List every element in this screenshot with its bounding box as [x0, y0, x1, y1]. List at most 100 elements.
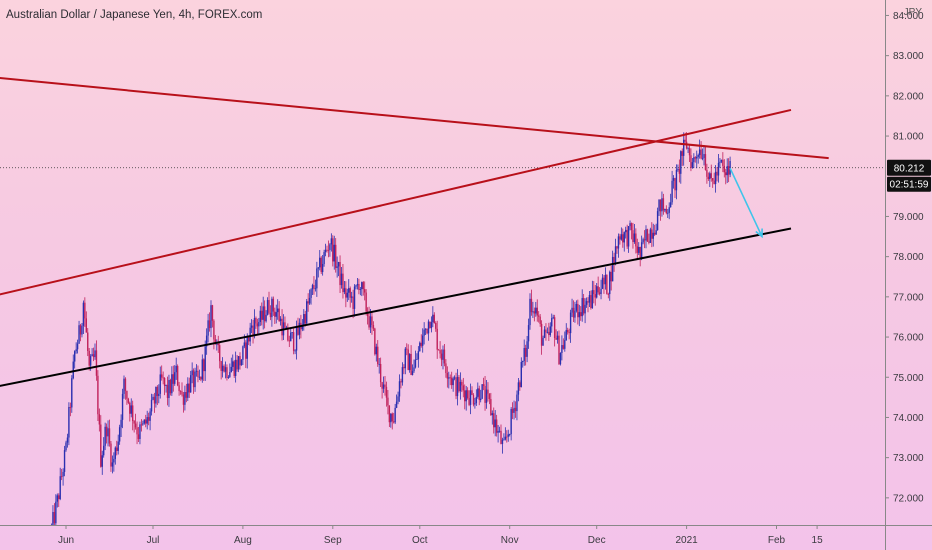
- candle-body: [725, 172, 727, 176]
- candle-body: [426, 328, 428, 334]
- candle-body: [397, 396, 399, 402]
- candle-body: [197, 370, 199, 378]
- candle-body: [152, 396, 154, 400]
- candle-body: [252, 325, 254, 335]
- candle-body: [555, 338, 557, 340]
- candle-body: [645, 229, 647, 241]
- candle-body: [123, 378, 125, 394]
- candle-body: [427, 321, 430, 334]
- candle-body: [524, 348, 527, 357]
- candle-body: [320, 257, 322, 273]
- candle-body: [664, 208, 666, 211]
- candle-body: [654, 232, 656, 235]
- candle-body: [219, 345, 221, 362]
- candle-body: [211, 305, 214, 321]
- candle-body: [120, 419, 122, 428]
- trendlines-group[interactable]: [0, 64, 829, 416]
- candle-body: [345, 288, 347, 298]
- candle-body: [413, 367, 415, 372]
- candle-body: [356, 284, 359, 286]
- candle-body: [700, 149, 702, 159]
- currency-unit: JPY: [903, 7, 922, 18]
- candle-body: [97, 375, 99, 415]
- candle-body: [116, 447, 118, 451]
- candle-body: [680, 151, 682, 174]
- candle-body: [642, 239, 644, 243]
- trendline-resistance-descending[interactable]: [0, 64, 829, 160]
- x-tick-label: 15: [812, 535, 824, 546]
- candle-body: [543, 329, 546, 338]
- countdown-badge: [887, 176, 931, 192]
- candle-body: [477, 388, 479, 397]
- trendline-support-ascending[interactable]: [0, 227, 792, 416]
- candle-body: [226, 367, 228, 378]
- candle-body: [411, 371, 414, 375]
- candle-body: [220, 361, 222, 371]
- candle-body: [142, 423, 144, 425]
- candle-body: [56, 495, 58, 502]
- candle-body: [459, 381, 462, 392]
- candle-body: [684, 139, 686, 142]
- candle-body: [217, 343, 219, 346]
- candle-body: [377, 346, 379, 365]
- candle-body: [598, 292, 601, 295]
- trendline-resistance-ascending[interactable]: [0, 108, 792, 329]
- y-tick-label: 77.000: [893, 292, 924, 303]
- forecast-arrow-head[interactable]: [755, 228, 763, 239]
- candle-body: [103, 445, 105, 456]
- candle-body: [275, 312, 277, 317]
- forecast-arrow-shaft[interactable]: [729, 167, 763, 237]
- candle-body: [368, 316, 370, 328]
- candle-body: [400, 381, 402, 383]
- candle-body: [390, 413, 392, 423]
- candle-body: [601, 277, 604, 289]
- candle-body: [179, 390, 182, 392]
- candle-body: [242, 346, 244, 360]
- candle-body: [332, 238, 334, 262]
- candle-body: [364, 289, 366, 293]
- candle-body: [614, 246, 617, 263]
- candle-body: [401, 367, 404, 383]
- candle-body: [319, 257, 321, 268]
- candle-body: [596, 286, 598, 298]
- candle-body: [94, 350, 96, 358]
- candle-body: [213, 320, 215, 340]
- candle-body: [314, 288, 317, 290]
- candle-body: [353, 286, 356, 309]
- candle-body: [462, 385, 464, 391]
- candle-body: [691, 162, 694, 168]
- candle-body: [137, 434, 140, 439]
- candle-body: [272, 298, 275, 312]
- candle-body: [279, 318, 282, 321]
- candle-body: [652, 232, 654, 239]
- candle-body: [194, 371, 196, 388]
- x-tick-label: Jul: [147, 535, 160, 546]
- candle-body: [155, 386, 157, 404]
- candle-body: [381, 382, 383, 389]
- y-tick-label: 73.000: [893, 453, 924, 464]
- candle-body: [374, 328, 376, 355]
- x-tick-label: Feb: [768, 535, 786, 546]
- candle-body: [442, 349, 444, 360]
- candle-body: [701, 157, 704, 159]
- candle-body: [668, 207, 670, 213]
- candle-body: [184, 392, 186, 405]
- candle-body: [677, 168, 679, 170]
- candle-body: [378, 364, 380, 365]
- candle-body: [249, 327, 251, 342]
- candle-body: [187, 383, 189, 398]
- candle-body: [68, 406, 70, 438]
- candle-body: [590, 295, 592, 309]
- candle-body: [92, 354, 95, 358]
- candle-body: [342, 273, 344, 293]
- last-price-badge: [887, 159, 931, 176]
- candle-body: [643, 239, 646, 241]
- y-tick-label: 79.000: [893, 212, 924, 223]
- candle-body: [316, 268, 318, 289]
- candle-body: [113, 458, 115, 463]
- candle-body: [171, 374, 173, 394]
- candle-body: [84, 302, 86, 319]
- candle-body: [565, 330, 567, 341]
